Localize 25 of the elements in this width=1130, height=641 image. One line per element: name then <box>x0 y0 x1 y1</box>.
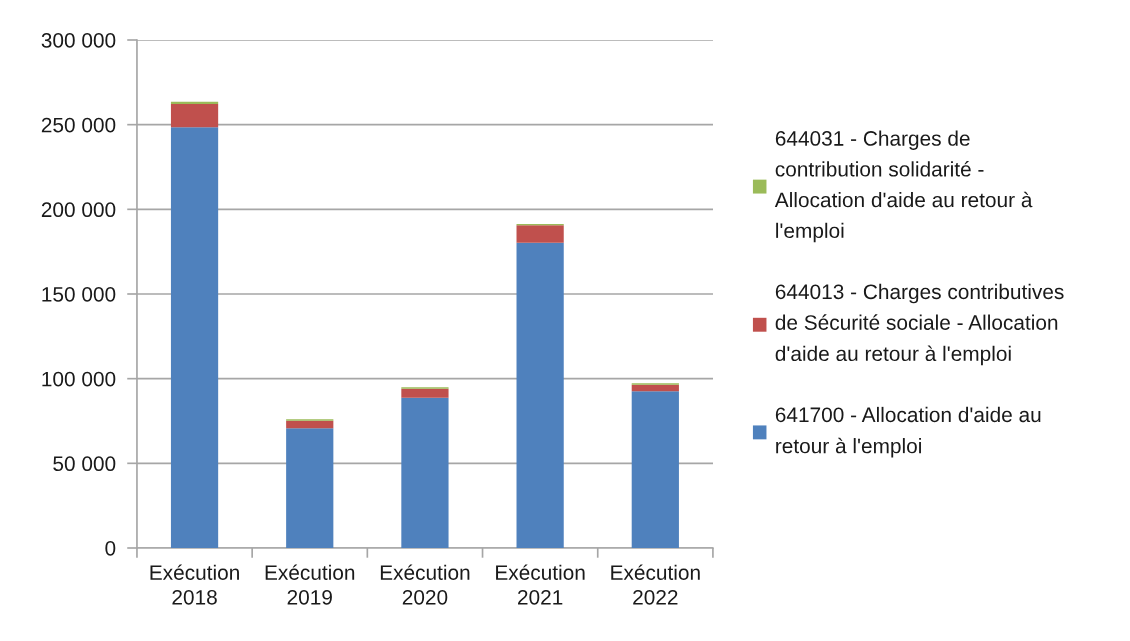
y-tick-label: 100 000 <box>42 371 116 387</box>
x-tick-label: Exécution 2022 <box>611 564 700 605</box>
x-tick-label: Exécution 2018 <box>150 564 239 605</box>
x-tick-label: Exécution 2021 <box>496 564 585 605</box>
y-tick-label: 150 000 <box>42 287 116 302</box>
y-tick-label: 50 000 <box>53 456 116 472</box>
legend-label: 644031 - Charges de contribution solidarité - Allocation d'aide au retour à l'emploi <box>774 130 1033 243</box>
bar <box>631 391 679 548</box>
x-tick-label: Exécution 2020 <box>380 564 470 605</box>
bar <box>401 397 449 548</box>
bar <box>170 127 219 548</box>
legend-label: 641700 - Allocation d'aide au retour à l'emploi <box>775 406 1041 458</box>
bar <box>401 388 449 398</box>
bar <box>286 420 334 429</box>
y-tick-label: 0 <box>105 540 116 556</box>
x-tick-label: Exécution 2019 <box>265 564 355 605</box>
y-tick-label: 250 000 <box>41 117 116 133</box>
bar <box>170 104 219 128</box>
bar <box>631 384 679 392</box>
bar <box>516 242 564 548</box>
bar <box>516 225 564 243</box>
y-tick-label: 200 000 <box>41 202 116 218</box>
bar <box>286 428 334 548</box>
legend-label: 644013 - Charges contributives de Sécurité sociale - Allocation d'aide au retour à l'emploi <box>775 283 1064 366</box>
y-tick-label: 300 000 <box>41 33 116 48</box>
